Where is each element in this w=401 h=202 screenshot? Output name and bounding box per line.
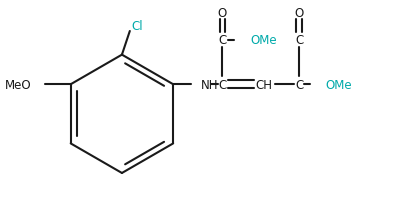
Text: NH: NH: [201, 78, 218, 91]
Text: C: C: [219, 34, 227, 47]
Text: OMe: OMe: [250, 34, 277, 47]
Text: O: O: [295, 7, 304, 20]
Text: Cl: Cl: [131, 19, 142, 32]
Text: C: C: [219, 78, 227, 91]
Text: CH: CH: [255, 78, 272, 91]
Text: C: C: [295, 78, 304, 91]
Text: MeO: MeO: [5, 78, 31, 91]
Text: C: C: [295, 34, 304, 47]
Text: O: O: [218, 7, 227, 20]
Text: OMe: OMe: [325, 78, 352, 91]
